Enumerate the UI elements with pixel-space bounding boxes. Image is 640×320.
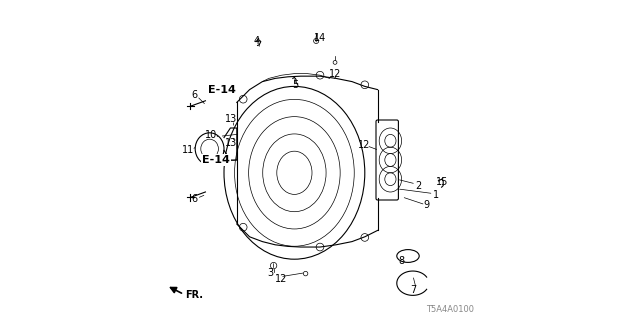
- Text: 10: 10: [205, 130, 218, 140]
- Text: 15: 15: [436, 177, 449, 187]
- Text: 6: 6: [191, 194, 197, 204]
- Text: 13: 13: [225, 138, 237, 148]
- Text: 13: 13: [225, 114, 237, 124]
- Text: 1: 1: [433, 190, 439, 200]
- Text: 6: 6: [191, 90, 197, 100]
- Text: 7: 7: [411, 284, 417, 295]
- Text: 12: 12: [329, 68, 342, 79]
- Text: T5A4A0100: T5A4A0100: [426, 305, 474, 314]
- Text: 12: 12: [275, 274, 287, 284]
- Text: 3: 3: [268, 268, 273, 278]
- Text: 14: 14: [314, 33, 326, 43]
- Text: E-14: E-14: [202, 155, 230, 165]
- Text: 9: 9: [424, 200, 429, 211]
- Text: 8: 8: [398, 256, 404, 267]
- Text: 12: 12: [358, 140, 371, 150]
- Text: 11: 11: [182, 145, 195, 156]
- Text: 5: 5: [292, 80, 298, 90]
- Text: 4: 4: [253, 36, 260, 46]
- Text: FR.: FR.: [186, 290, 204, 300]
- Text: 2: 2: [415, 180, 422, 191]
- Text: E-14: E-14: [209, 84, 236, 95]
